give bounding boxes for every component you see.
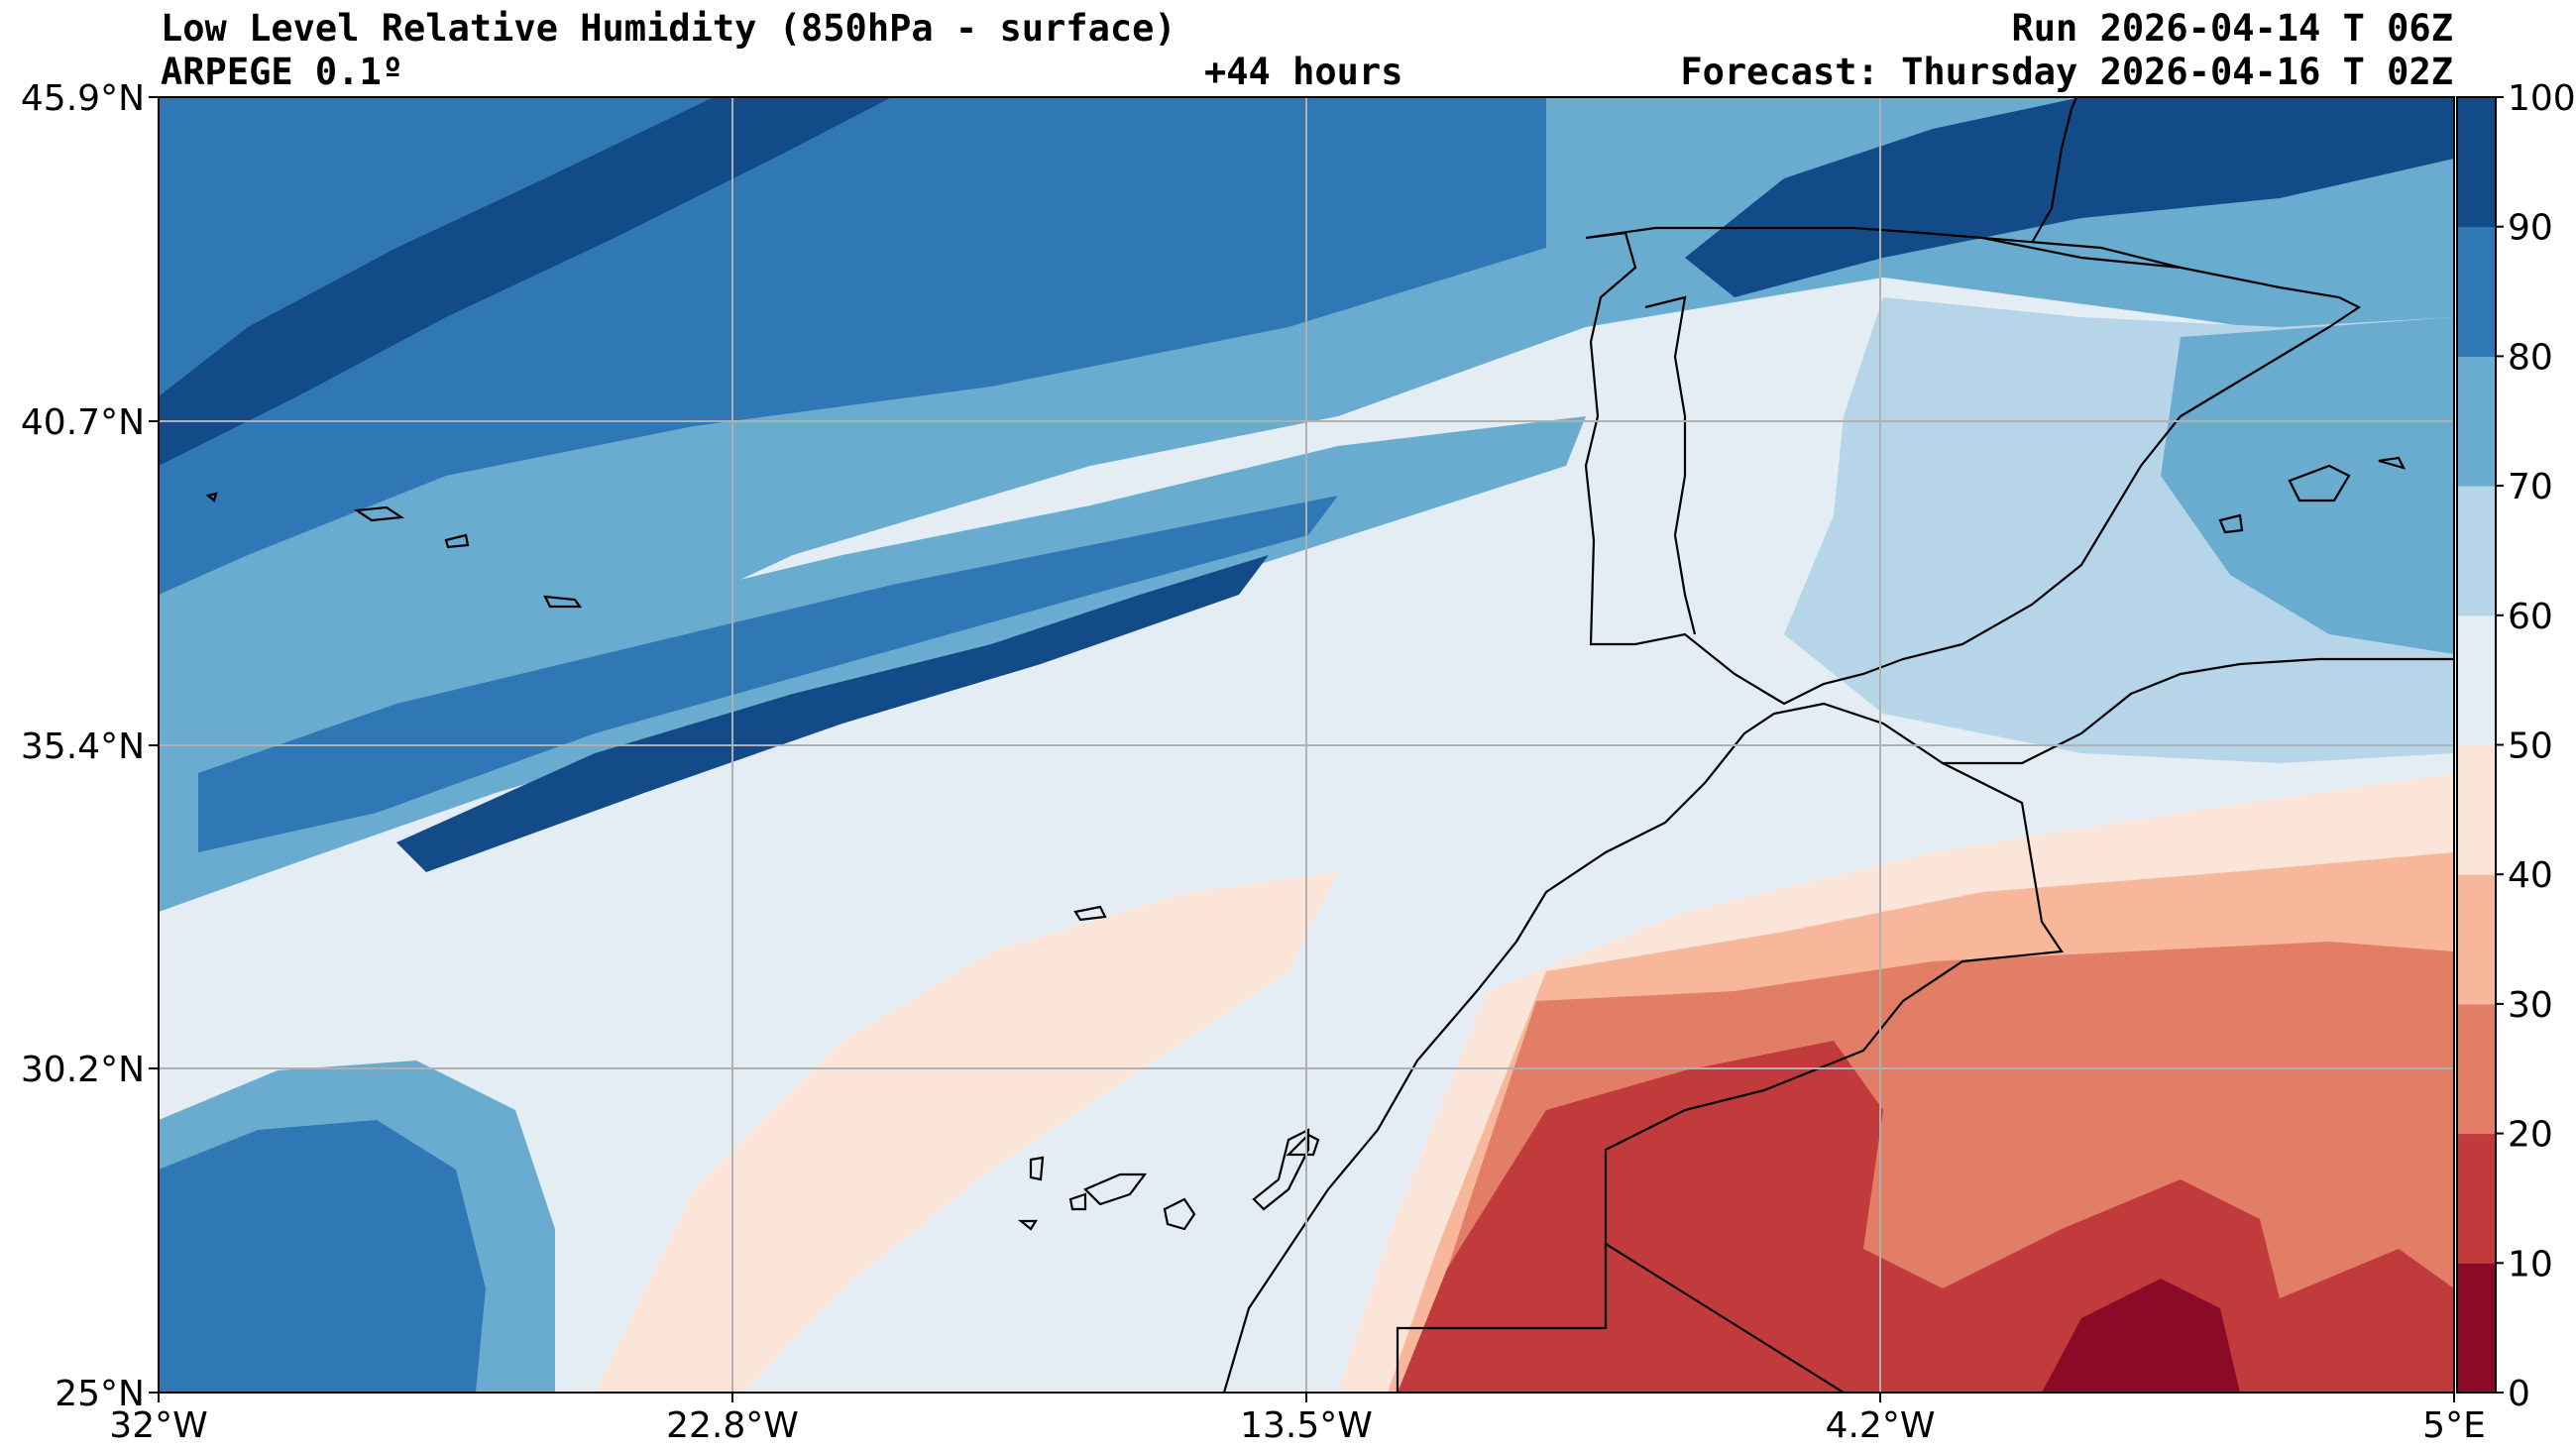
colorbar-tick-label: 0	[2508, 1374, 2530, 1414]
tick-marks	[149, 96, 2455, 1402]
field-band-90	[396, 555, 1269, 872]
lon-label: 22.8°W	[666, 1405, 799, 1446]
iberia-coast	[1584, 226, 2362, 706]
run-label: Run 2026-04-14 T 06Z	[2011, 7, 2453, 50]
lat-label: 40.7°N	[21, 402, 145, 443]
pyrenees-border	[1981, 236, 2182, 270]
lon-label: 32°W	[109, 1405, 207, 1446]
azores-3	[543, 595, 583, 609]
balearic-mallorca	[2288, 464, 2351, 503]
azores-2	[444, 533, 470, 549]
lat-label: 30.2°N	[21, 1050, 145, 1090]
canary-lanzarote	[1252, 1128, 1310, 1211]
field-africa-0	[2042, 1279, 2240, 1393]
colorbar-tick-label: 90	[2508, 208, 2553, 249]
colorbar-tick-label: 10	[2508, 1244, 2553, 1284]
colorbar-segment	[2457, 226, 2496, 357]
lat-label: 35.4°N	[21, 726, 145, 767]
canary-la-palma	[1029, 1156, 1045, 1181]
lead-time-label: +44 hours	[1204, 51, 1403, 93]
balearic-menorca	[2378, 456, 2407, 470]
field-east-70	[2161, 317, 2454, 654]
colorbar: 0 10 20 30 40 50 60 70 80 90 100	[2456, 78, 2576, 1414]
colorbar-tick-label: 20	[2508, 1115, 2553, 1156]
colorbar-tick-label: 100	[2508, 78, 2576, 119]
lat-labels: 45.9°N 40.7°N 35.4°N 30.2°N 25°N	[21, 78, 145, 1414]
colorbar-tick-label: 50	[2508, 726, 2553, 767]
model-label: ARPEGE 0.1º	[161, 51, 404, 93]
field-sw-80	[159, 1120, 486, 1393]
africa-coast	[1222, 657, 2454, 1393]
colorbar-segment	[2457, 486, 2496, 616]
lon-label: 4.2°W	[1826, 1405, 1936, 1446]
lat-label: 45.9°N	[21, 78, 145, 119]
colorbar-tick-label: 40	[2508, 855, 2553, 896]
colorbar-segment	[2457, 614, 2496, 745]
lon-label: 5°E	[2422, 1405, 2486, 1446]
colorbar-tick-label: 70	[2508, 467, 2553, 507]
lon-labels: 32°W 22.8°W 13.5°W 4.2°W 5°E	[109, 1405, 2486, 1446]
lat-label: 25°N	[55, 1374, 145, 1414]
madeira	[1073, 905, 1107, 922]
colorbar-segment	[2457, 1133, 2496, 1264]
balearic-ibiza	[2218, 513, 2244, 534]
colorbar-segment	[2457, 874, 2496, 1005]
coastlines	[205, 97, 2454, 1393]
field-band-80	[198, 496, 1338, 852]
colorbar-tick-label: 30	[2508, 985, 2553, 1026]
colorbar-tick-label: 60	[2508, 597, 2553, 637]
canary-gran-canaria	[1163, 1197, 1196, 1231]
canary-fuerteventura	[1286, 1133, 1320, 1157]
western-sahara-border	[1396, 1242, 1845, 1393]
colorbar-segment	[2457, 744, 2496, 875]
field-peach-1	[595, 872, 1338, 1393]
azores-1	[353, 505, 405, 522]
field-n-90	[1685, 97, 2454, 297]
colorbar-segment	[2457, 1003, 2496, 1135]
gridlines	[159, 97, 2454, 1393]
portugal-border	[1644, 295, 1697, 635]
france-coast	[2031, 97, 2078, 244]
colorbar-segment	[2457, 356, 2496, 487]
azores-4	[205, 492, 218, 503]
colorbar-segment	[2457, 97, 2496, 228]
map-title: Low Level Relative Humidity (850hPa - su…	[161, 7, 1176, 50]
canary-la-gomera	[1068, 1192, 1087, 1211]
canary-tenerife	[1083, 1173, 1148, 1206]
colorbar-tick-label: 80	[2508, 337, 2553, 378]
forecast-label: Forecast: Thursday 2026-04-16 T 02Z	[1680, 51, 2453, 93]
field-nw-90	[159, 97, 892, 466]
colorbar-segment	[2457, 1263, 2496, 1394]
canary-el-hierro	[1017, 1219, 1038, 1231]
lon-label: 13.5°W	[1240, 1405, 1373, 1446]
algeria-morocco-border	[1604, 762, 2064, 1328]
